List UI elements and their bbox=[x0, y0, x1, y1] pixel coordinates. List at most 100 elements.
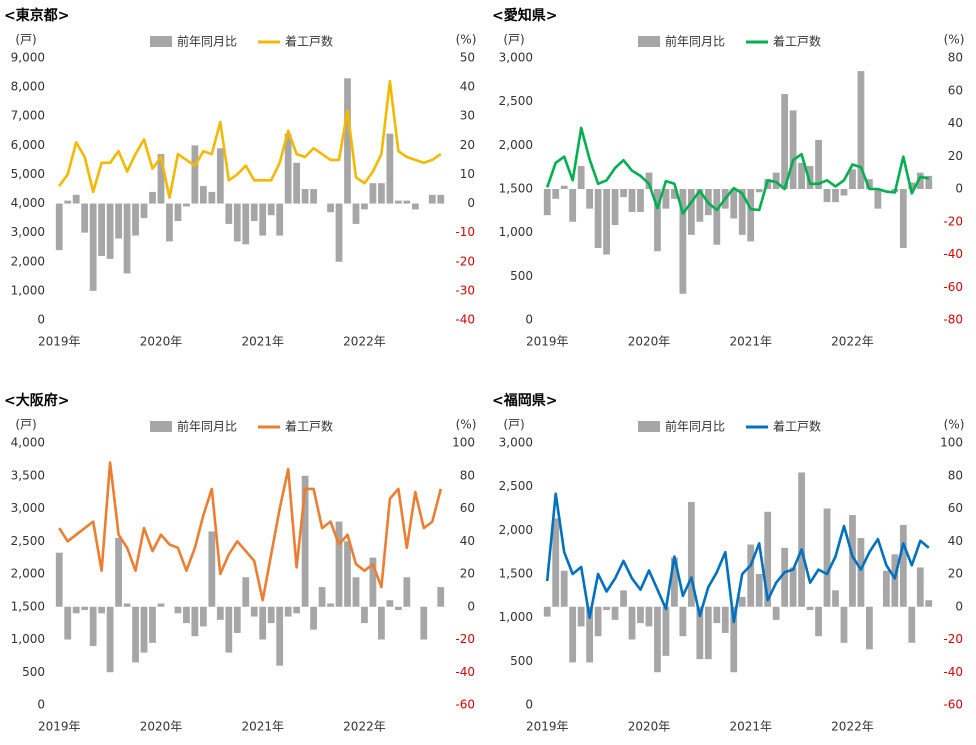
bar bbox=[361, 606, 368, 624]
y-tick-label: 1,000 bbox=[499, 225, 533, 239]
bar bbox=[115, 537, 122, 607]
y2-tick-label: 0 bbox=[467, 196, 475, 210]
y2-tick-label: 0 bbox=[467, 599, 475, 613]
bar bbox=[284, 133, 292, 204]
y-tick-label: 9,000 bbox=[11, 51, 45, 65]
y-axis-label: (戸) bbox=[15, 33, 36, 47]
bar bbox=[713, 606, 721, 624]
bar bbox=[428, 194, 436, 204]
bar bbox=[687, 189, 695, 235]
bar bbox=[662, 606, 670, 656]
bar bbox=[369, 183, 377, 204]
bar bbox=[552, 518, 560, 607]
y-tick-label: 3,000 bbox=[499, 436, 533, 450]
y-tick-label: 6,000 bbox=[11, 138, 45, 152]
y2-tick-label: 100 bbox=[452, 436, 475, 450]
bar bbox=[208, 191, 216, 204]
bar bbox=[318, 587, 326, 607]
bar bbox=[157, 603, 165, 607]
bar bbox=[594, 606, 602, 637]
bar bbox=[242, 203, 250, 245]
bar bbox=[823, 508, 831, 607]
y2-tick-label: 20 bbox=[460, 138, 475, 152]
y-tick-label: 1,500 bbox=[11, 599, 45, 613]
bar bbox=[849, 515, 856, 607]
bar bbox=[908, 606, 916, 643]
bar bbox=[857, 71, 865, 189]
bar bbox=[403, 200, 411, 204]
bar bbox=[730, 606, 738, 673]
x-tick-label: 2020年 bbox=[628, 720, 671, 734]
bar bbox=[98, 606, 106, 614]
bar bbox=[738, 596, 746, 607]
chart-title: <大阪府> bbox=[4, 392, 69, 409]
y2-tick-label: -30 bbox=[455, 283, 475, 297]
y2-tick-label: -20 bbox=[455, 632, 475, 646]
y2-tick-label: 30 bbox=[460, 109, 475, 123]
bar bbox=[815, 139, 822, 189]
line bbox=[58, 80, 442, 199]
bar bbox=[72, 194, 80, 204]
bar bbox=[149, 606, 156, 643]
chart-title: <東京都> bbox=[4, 7, 69, 24]
bar bbox=[123, 603, 131, 607]
bar bbox=[916, 172, 924, 189]
y-tick-label: 7,000 bbox=[11, 109, 45, 123]
y2-tick-label: 80 bbox=[948, 468, 963, 482]
legend-label: 着工戸数 bbox=[773, 419, 821, 434]
bar bbox=[560, 570, 568, 607]
bar bbox=[840, 189, 848, 196]
bar bbox=[645, 172, 653, 189]
bar bbox=[72, 606, 80, 614]
y2-tick-label: -10 bbox=[455, 225, 475, 239]
x-tick-label: 2021年 bbox=[241, 720, 284, 734]
y2-tick-label: 80 bbox=[460, 468, 475, 482]
bar bbox=[403, 577, 411, 607]
y-tick-label: 2,500 bbox=[499, 479, 533, 493]
bar bbox=[437, 194, 445, 204]
bar bbox=[772, 606, 780, 620]
bar bbox=[123, 203, 131, 274]
bar bbox=[679, 189, 687, 294]
y-tick-label: 0 bbox=[525, 698, 533, 712]
legend-label: 着工戸数 bbox=[773, 34, 821, 49]
bar bbox=[840, 606, 848, 643]
y2-tick-label: 50 bbox=[460, 51, 475, 65]
bar bbox=[713, 189, 721, 245]
y-tick-label: 4,000 bbox=[11, 436, 45, 450]
bar bbox=[730, 189, 738, 219]
bar bbox=[569, 189, 577, 222]
bar bbox=[106, 203, 114, 259]
y-axis-label: (戸) bbox=[15, 418, 36, 432]
bar bbox=[603, 189, 610, 255]
y2-tick-label: 0 bbox=[955, 599, 963, 613]
y2-axis-label: (%) bbox=[944, 33, 965, 47]
y-tick-label: 2,000 bbox=[499, 523, 533, 537]
bar bbox=[183, 203, 190, 207]
bar bbox=[225, 203, 233, 224]
x-tick-label: 2021年 bbox=[729, 335, 772, 349]
x-tick-label: 2021年 bbox=[241, 335, 284, 349]
y2-tick-label: -40 bbox=[943, 247, 963, 261]
bar bbox=[866, 179, 873, 189]
y2-tick-label: -60 bbox=[943, 280, 963, 294]
bar bbox=[925, 175, 933, 189]
bar bbox=[908, 182, 916, 189]
bar bbox=[671, 189, 678, 199]
legend-label: 前年同月比 bbox=[177, 34, 237, 49]
bar bbox=[671, 557, 678, 607]
bar bbox=[569, 606, 577, 663]
bar bbox=[216, 606, 224, 620]
bar bbox=[191, 606, 199, 637]
y2-tick-label: 60 bbox=[460, 501, 475, 515]
chart: <愛知県> (戸) (%) 0 500 1,000 1,500 2,000 2,500 3,000… bbox=[492, 7, 964, 349]
y-tick-label: 3,000 bbox=[499, 51, 533, 65]
y-axis-label: (戸) bbox=[503, 418, 524, 432]
bar bbox=[603, 606, 610, 611]
x-tick-label: 2019年 bbox=[526, 720, 569, 734]
bar bbox=[293, 606, 301, 614]
y-tick-label: 4,000 bbox=[11, 196, 45, 210]
y2-tick-label: -80 bbox=[943, 313, 963, 327]
bar bbox=[806, 606, 814, 611]
bar bbox=[882, 570, 890, 607]
